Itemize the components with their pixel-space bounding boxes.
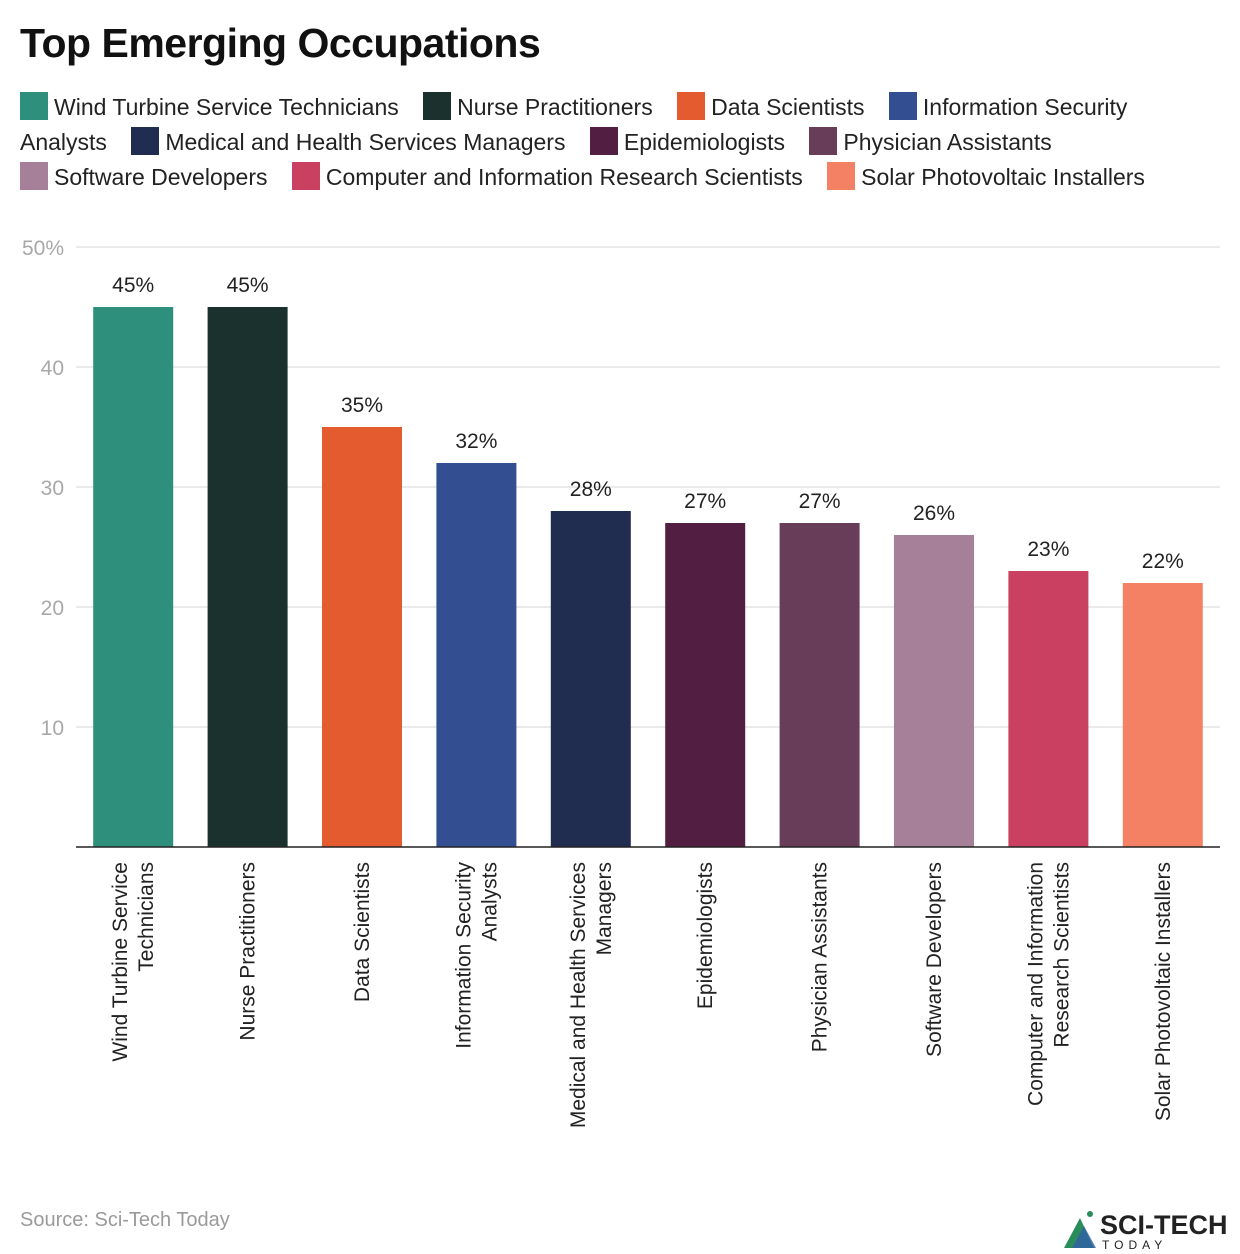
legend-item[interactable]: Solar Photovoltaic Installers xyxy=(827,162,1145,190)
bar xyxy=(550,511,631,847)
legend-swatch xyxy=(677,92,706,120)
bar xyxy=(779,523,860,847)
chart-title: Top Emerging Occupations xyxy=(20,20,541,66)
bar xyxy=(665,523,746,847)
legend-label: Nurse Practitioners xyxy=(457,94,653,120)
x-tick-label: Information Security Analysts xyxy=(452,862,501,1049)
x-tick-label: Physician Assistants xyxy=(809,862,832,1052)
sci-tech-today-logo: SCI-TECH TODAY xyxy=(1064,1210,1228,1252)
y-tick-label: 10 xyxy=(41,717,64,740)
legend-label: Physician Assistants xyxy=(843,129,1052,155)
data-label: 27% xyxy=(684,490,726,513)
legend-swatch xyxy=(809,127,838,155)
legend-item[interactable]: Information Security Analysts xyxy=(20,92,1128,155)
legend-label: Computer and Information Research Scient… xyxy=(325,164,803,190)
data-label: 22% xyxy=(1142,550,1184,573)
bar xyxy=(207,307,288,847)
source-note: Source: Sci-Tech Today xyxy=(20,1209,230,1231)
legend-label: Solar Photovoltaic Installers xyxy=(861,164,1145,190)
legend-item[interactable]: Computer and Information Research Scient… xyxy=(291,162,803,190)
legend: Wind Turbine Service Technicians Nurse P… xyxy=(20,90,1220,195)
x-tick-label: Medical and Health Services Managers xyxy=(567,862,616,1128)
bar xyxy=(93,307,174,847)
y-tick-label: 50% xyxy=(22,237,64,260)
x-tick-label: Wind Turbine Service Technicians xyxy=(109,862,158,1062)
legend-label: Wind Turbine Service Technicians xyxy=(54,94,399,120)
legend-label: Epidemiologists xyxy=(623,129,785,155)
legend-label: Software Developers xyxy=(54,164,268,190)
bar-chart: 10 20 30 40 50% 45% Wind Turbine Service Techni… xyxy=(22,237,1220,1128)
data-label: 45% xyxy=(112,274,154,297)
y-tick-label: 20 xyxy=(41,597,64,620)
legend-label: Information Security Analysts xyxy=(20,94,1128,155)
svg-text:SCI-TECH: SCI-TECH xyxy=(1100,1210,1228,1240)
legend-swatch xyxy=(888,92,917,120)
legend-item[interactable]: Nurse Practitioners xyxy=(423,92,653,120)
legend-swatch xyxy=(589,127,618,155)
legend-label: Data Scientists xyxy=(711,94,865,120)
svg-text:TODAY: TODAY xyxy=(1102,1238,1167,1252)
legend-swatch xyxy=(20,92,48,120)
legend-swatch xyxy=(20,162,48,190)
data-label: 32% xyxy=(455,430,497,453)
x-tick-label: Software Developers xyxy=(923,862,946,1057)
data-label: 35% xyxy=(341,394,383,417)
data-label: 26% xyxy=(913,502,955,525)
legend-item[interactable]: Medical and Health Services Managers xyxy=(131,127,566,155)
x-tick-label: Data Scientists xyxy=(351,862,374,1002)
legend-item[interactable]: Software Developers xyxy=(20,162,268,190)
bar xyxy=(322,427,402,847)
legend-item[interactable]: Wind Turbine Service Technicians xyxy=(20,92,399,120)
x-tick-label: Nurse Practitioners xyxy=(237,862,260,1041)
legend-label: Medical and Health Services Managers xyxy=(165,129,566,155)
bar xyxy=(436,463,517,847)
data-label: 23% xyxy=(1027,538,1069,561)
data-label: 27% xyxy=(799,490,841,513)
data-label: 28% xyxy=(570,478,612,501)
y-tick-label: 30 xyxy=(41,477,64,500)
y-tick-label: 40 xyxy=(41,357,64,380)
legend-swatch xyxy=(827,162,856,190)
legend-swatch xyxy=(291,162,320,190)
legend-item[interactable]: Epidemiologists xyxy=(589,127,785,155)
bar xyxy=(1122,583,1203,847)
x-tick-label: Computer and Information Research Scienti… xyxy=(1024,862,1073,1106)
legend-swatch xyxy=(131,127,160,155)
bar xyxy=(894,535,974,847)
legend-item[interactable]: Data Scientists xyxy=(677,92,865,120)
x-tick-label: Solar Photovoltaic Installers xyxy=(1152,862,1175,1121)
x-tick-label: Epidemiologists xyxy=(694,862,717,1009)
data-label: 45% xyxy=(227,274,269,297)
bar xyxy=(1008,571,1089,847)
legend-item[interactable]: Physician Assistants xyxy=(809,127,1052,155)
legend-swatch xyxy=(423,92,452,120)
